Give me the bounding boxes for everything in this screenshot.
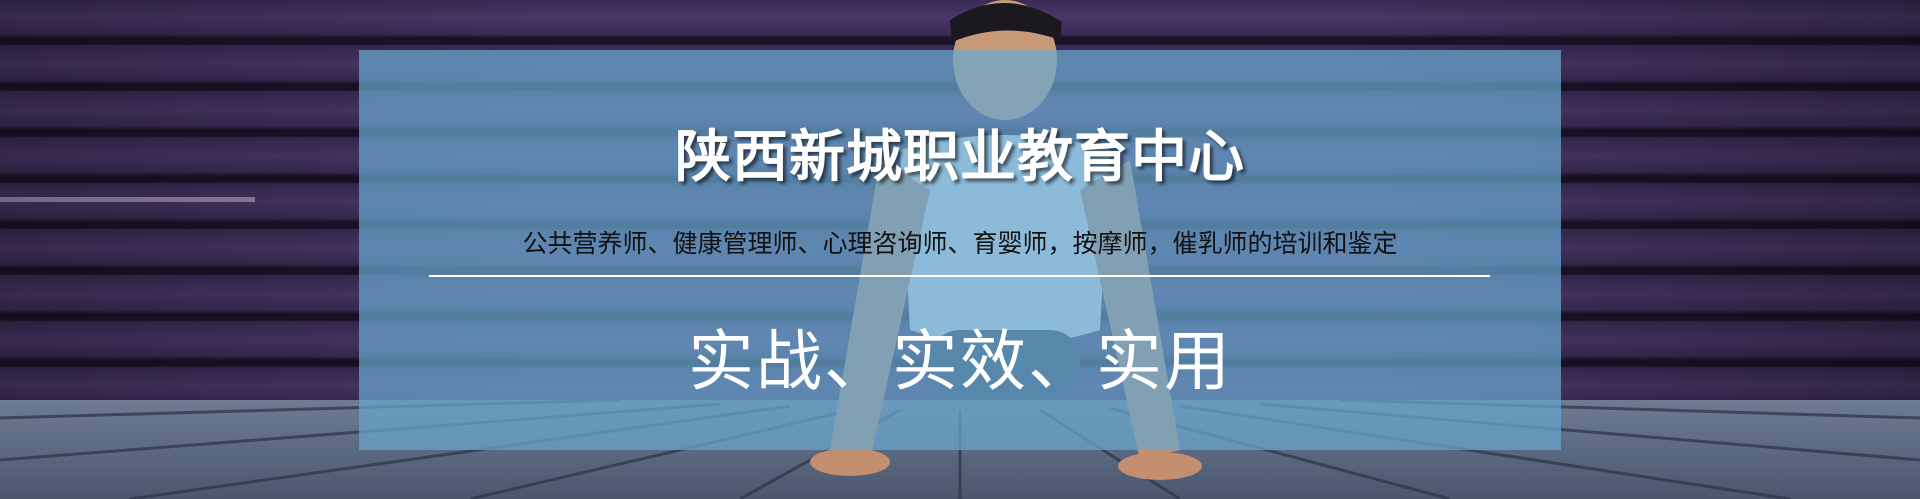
info-panel: 陕西新城职业教育中心 公共营养师、健康管理师、心理咨询师、育婴师，按摩师，催乳师… <box>359 50 1561 450</box>
divider-line <box>429 275 1490 277</box>
course-list-text: 公共营养师、健康管理师、心理咨询师、育婴师，按摩师，催乳师的培训和鉴定 <box>522 229 1398 258</box>
slogan-text: 实战、实效、实用 <box>688 323 1232 400</box>
page-title: 陕西新城职业教育中心 <box>675 125 1245 190</box>
